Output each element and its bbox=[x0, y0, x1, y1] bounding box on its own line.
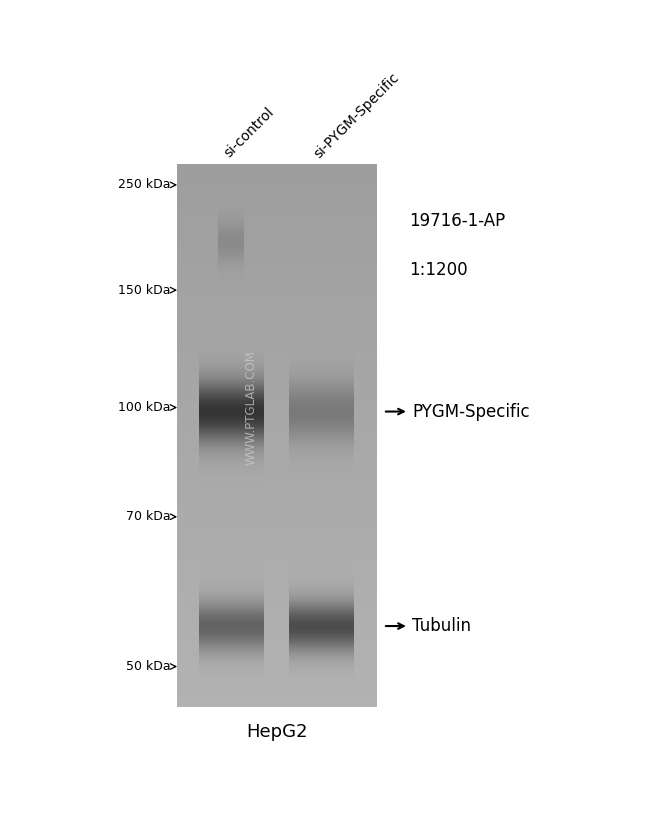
Text: Tubulin: Tubulin bbox=[412, 617, 471, 635]
Text: PYGM-Specific: PYGM-Specific bbox=[412, 403, 530, 421]
Text: 150 kDa: 150 kDa bbox=[118, 284, 170, 297]
Text: 1:1200: 1:1200 bbox=[409, 261, 467, 279]
Text: 19716-1-AP: 19716-1-AP bbox=[409, 213, 505, 231]
Text: si-control: si-control bbox=[222, 105, 277, 161]
Text: 250 kDa: 250 kDa bbox=[118, 178, 170, 192]
Text: 50 kDa: 50 kDa bbox=[125, 660, 170, 673]
Text: 70 kDa: 70 kDa bbox=[125, 510, 170, 523]
Text: WWW.PTGLAB.COM: WWW.PTGLAB.COM bbox=[244, 350, 257, 465]
Text: HepG2: HepG2 bbox=[246, 723, 307, 741]
Text: 100 kDa: 100 kDa bbox=[118, 401, 170, 414]
Text: si-PYGM-Specific: si-PYGM-Specific bbox=[312, 70, 402, 161]
